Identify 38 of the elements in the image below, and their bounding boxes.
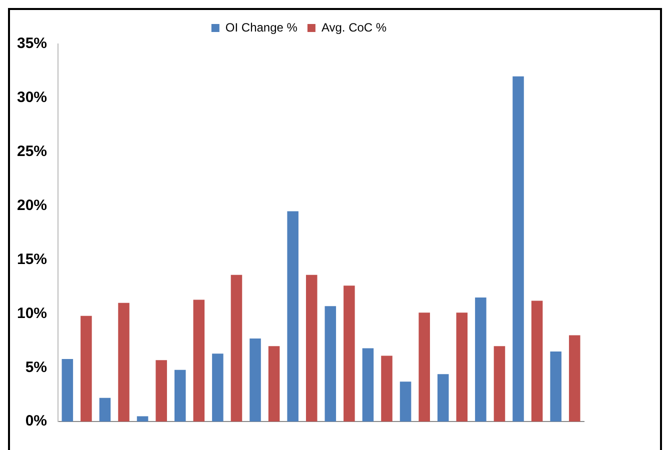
y-tick-label: 10% bbox=[16, 304, 48, 322]
bar bbox=[212, 354, 224, 422]
legend-label: OI Change % bbox=[225, 20, 298, 34]
bar bbox=[456, 312, 468, 422]
legend-label: Avg. CoC % bbox=[321, 20, 387, 34]
y-tick-label: 15% bbox=[16, 250, 48, 268]
bar bbox=[512, 76, 524, 422]
bar bbox=[362, 348, 374, 422]
y-tick-label: 5% bbox=[25, 358, 48, 376]
bar bbox=[80, 316, 92, 422]
bar bbox=[118, 302, 130, 422]
bar bbox=[136, 416, 148, 422]
bar bbox=[230, 274, 242, 422]
y-tick-label: 35% bbox=[16, 35, 48, 52]
y-tick-label: 20% bbox=[16, 196, 48, 214]
bar bbox=[568, 335, 580, 422]
bar bbox=[193, 300, 205, 422]
bar bbox=[62, 359, 74, 422]
bar bbox=[344, 286, 355, 422]
bar bbox=[400, 382, 412, 422]
bar bbox=[250, 338, 261, 422]
bar bbox=[550, 351, 562, 422]
bar bbox=[156, 360, 167, 422]
bar bbox=[324, 306, 336, 422]
bar bbox=[381, 356, 392, 422]
bar bbox=[99, 398, 111, 422]
bar bbox=[306, 274, 318, 422]
bar bbox=[475, 298, 486, 422]
bar bbox=[494, 346, 506, 422]
bar bbox=[531, 300, 543, 422]
bar bbox=[174, 370, 186, 422]
y-tick-label: 25% bbox=[16, 143, 48, 160]
bar bbox=[418, 312, 430, 422]
y-tick-label: 30% bbox=[16, 89, 48, 106]
bar bbox=[287, 211, 298, 422]
y-tick-label: 0% bbox=[25, 412, 48, 430]
bar bbox=[268, 346, 280, 422]
bar bbox=[437, 374, 449, 422]
